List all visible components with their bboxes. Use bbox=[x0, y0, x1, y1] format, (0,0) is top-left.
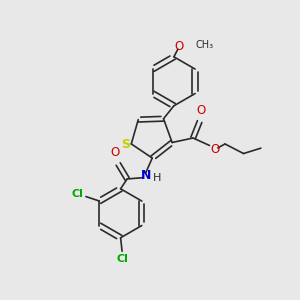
Text: O: O bbox=[175, 40, 184, 53]
Text: CH₃: CH₃ bbox=[196, 40, 214, 50]
Text: Cl: Cl bbox=[72, 189, 83, 199]
Text: N: N bbox=[140, 169, 151, 182]
Text: O: O bbox=[210, 142, 220, 156]
Text: Cl: Cl bbox=[116, 254, 128, 264]
Text: H: H bbox=[153, 173, 161, 183]
Text: O: O bbox=[196, 104, 206, 117]
Text: O: O bbox=[111, 146, 120, 159]
Text: S: S bbox=[121, 138, 130, 151]
